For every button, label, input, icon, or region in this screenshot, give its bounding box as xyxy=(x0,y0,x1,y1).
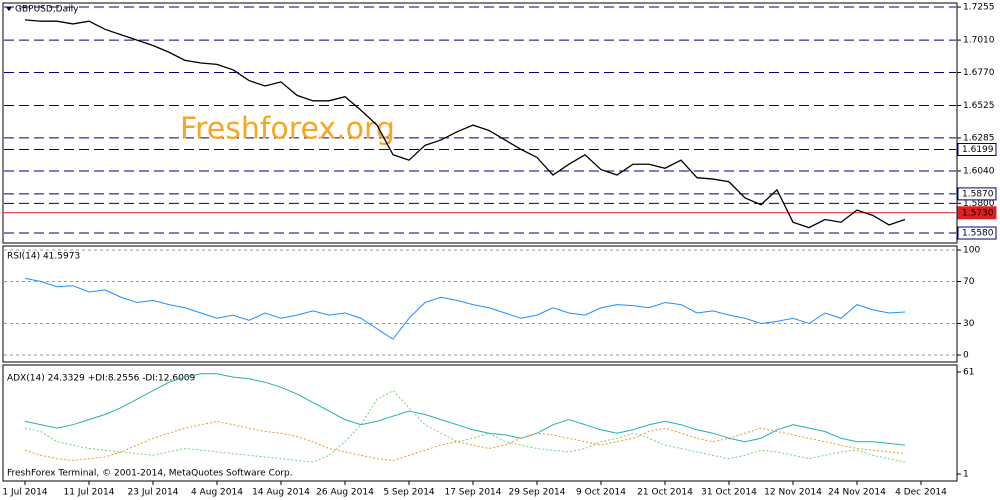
y-tick-label: 1 xyxy=(963,470,969,480)
level-label: 1.5730 xyxy=(962,208,994,218)
level-label-box xyxy=(957,187,997,201)
y-tick-label: 1.6040 xyxy=(963,166,995,176)
y-tick-label: 1.6285 xyxy=(963,133,995,143)
x-tick-label: 11 Jul 2014 xyxy=(64,488,115,498)
level-label: 1.6199 xyxy=(962,145,994,155)
footer: FreshForex Terminal, © 2001-2014, MetaQu… xyxy=(7,469,293,479)
panel-title: ADX(14) 24.3329 +DI:8.2556 -DI:12.6009 xyxy=(7,374,196,384)
series-line xyxy=(24,277,906,340)
series-line xyxy=(24,19,906,229)
x-tick-label: 4 Aug 2014 xyxy=(191,488,243,498)
x-tick-label: 17 Sep 2014 xyxy=(444,488,501,498)
rsi-panel xyxy=(2,245,958,363)
level-label-box xyxy=(957,206,997,220)
level-label: 1.5870 xyxy=(962,189,994,199)
x-tick-label: 5 Sep 2014 xyxy=(383,488,435,498)
y-tick-label: 100 xyxy=(963,246,980,256)
x-tick-label: 24 Nov 2014 xyxy=(828,488,886,498)
series-line xyxy=(24,373,906,446)
y-tick-label: 0 xyxy=(963,351,969,361)
level-label-box xyxy=(957,143,997,157)
level-label: 1.5580 xyxy=(962,229,994,239)
y-tick-label: 30 xyxy=(963,319,975,329)
x-tick-label: 14 Aug 2014 xyxy=(252,488,310,498)
x-tick-label: 26 Aug 2014 xyxy=(316,488,374,498)
y-tick-label: 1.7010 xyxy=(963,36,995,46)
menu-arrow xyxy=(6,7,12,11)
level-label-box xyxy=(957,226,997,240)
series-line xyxy=(24,420,906,461)
x-tick-label: 21 Oct 2014 xyxy=(637,488,693,498)
y-tick-label: 1.7255 xyxy=(963,3,995,13)
y-tick-label: 61 xyxy=(963,368,974,378)
x-tick-label: 12 Nov 2014 xyxy=(764,488,822,498)
panel-title: GBPUSD,Daily xyxy=(15,5,79,15)
x-tick-label: 9 Oct 2014 xyxy=(576,488,626,498)
panel-title: RSI(14) 41.5973 xyxy=(7,252,80,262)
x-tick-label: 4 Dec 2014 xyxy=(895,488,947,498)
x-tick-label: 31 Oct 2014 xyxy=(701,488,757,498)
x-tick-label: 23 Jul 2014 xyxy=(128,488,179,498)
watermark: Freshforex.org xyxy=(180,112,395,147)
y-tick-label: 70 xyxy=(963,277,975,287)
x-tick-label: 1 Jul 2014 xyxy=(2,488,47,498)
x-tick-label: 29 Sep 2014 xyxy=(508,488,565,498)
y-tick-label: 1.5800 xyxy=(963,199,995,209)
y-tick-label: 1.6525 xyxy=(963,101,995,111)
y-tick-label: 1.6770 xyxy=(963,68,995,78)
adx-panel xyxy=(2,364,958,482)
price-panel xyxy=(2,2,958,244)
